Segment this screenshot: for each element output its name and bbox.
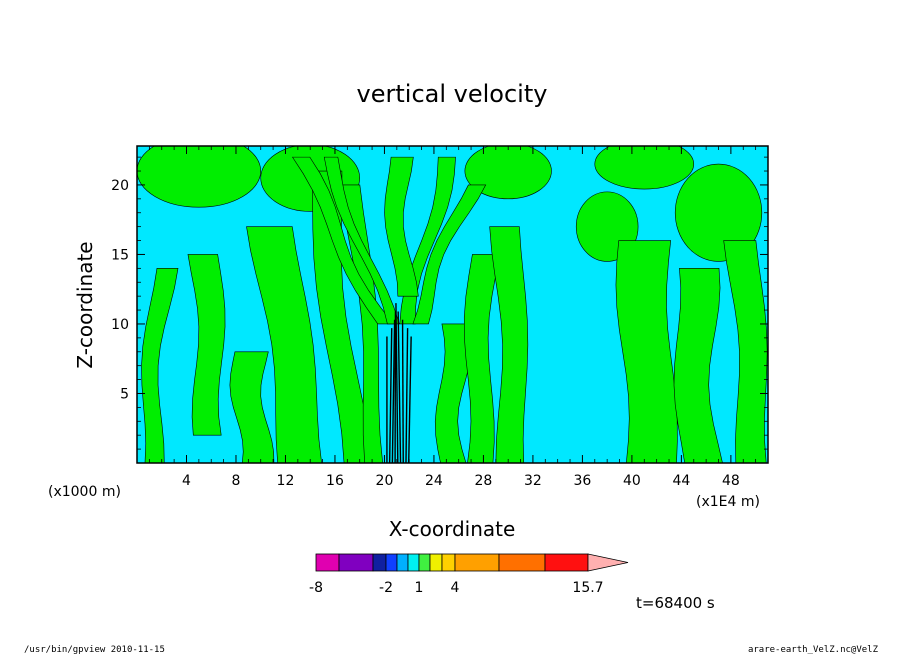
colorbar-segment [385, 553, 398, 572]
updraft-band [323, 156, 400, 325]
updraft-band [229, 351, 275, 463]
core-contour-line [408, 336, 412, 463]
colorbar-ticks: -8 -2 1 4 15.7 [309, 580, 604, 596]
core-contour-line [391, 319, 396, 463]
updraft-region [594, 146, 695, 190]
colorbar-tick-label: -8 [309, 580, 323, 596]
updraft-band [412, 184, 487, 325]
x-tick-label: 20 [376, 473, 394, 489]
colorbar-tick-label: 15.7 [572, 580, 603, 596]
colorbar-segment [441, 553, 456, 572]
x-tick-label: 36 [573, 473, 591, 489]
footer-right: arare-earth_VelZ.nc@VelZ [748, 645, 879, 654]
colorbar-segment [315, 553, 340, 572]
core-contour-line [397, 311, 402, 463]
time-label: t=68400 s [636, 594, 715, 612]
y-axis-label: Z-coordinate [73, 241, 97, 368]
x-tick-label: 40 [623, 473, 641, 489]
colorbar-segment [407, 553, 420, 572]
updraft-band [489, 226, 529, 463]
x-tick-label: 12 [277, 473, 295, 489]
plot-frame [136, 145, 769, 464]
updraft-band [723, 240, 768, 463]
y-tick-label: 15 [111, 247, 129, 263]
x-axis-label: X-coordinate [389, 517, 516, 541]
y-tick-label: 5 [120, 386, 129, 402]
updraft-band [463, 254, 500, 463]
x-tick-label: 16 [326, 473, 344, 489]
updraft-band [187, 254, 226, 436]
x-tick-label: 28 [475, 473, 493, 489]
colorbar [315, 553, 629, 572]
updraft-band [615, 240, 678, 463]
chart-title: vertical velocity [357, 80, 548, 108]
colorbar-segment [544, 553, 589, 572]
x-unit-left: (x1000 m) [48, 484, 121, 500]
velocity-field [137, 146, 768, 463]
colorbar-segment [338, 553, 374, 572]
core-contour-line [401, 319, 404, 463]
updraft-band [141, 268, 179, 463]
y-tick-label: 20 [111, 178, 129, 194]
x-tick-label: 4 [182, 473, 191, 489]
colorbar-segment [396, 553, 409, 572]
colorbar-segment [418, 553, 431, 572]
footer-left: /usr/bin/gpview 2010-11-15 [24, 645, 165, 654]
updraft-region [137, 146, 262, 208]
core-contour-line [395, 303, 399, 463]
y-axis: 5 10 15 20 [111, 156, 768, 450]
colorbar-tick-label: 4 [451, 580, 460, 596]
x-tick-label: 48 [722, 473, 740, 489]
colorbar-segment [498, 553, 546, 572]
colorbar-segment [429, 553, 443, 572]
x-unit-right: (x1E4 m) [696, 494, 760, 510]
core-contour-line [388, 328, 393, 463]
y-tick-label: 10 [111, 317, 129, 333]
updraft-region [464, 146, 552, 200]
updraft-band [673, 268, 723, 463]
updraft-band [384, 156, 419, 297]
colorbar-extend-arrow [587, 553, 629, 572]
x-axis: 4 8 12 16 20 24 28 32 36 40 44 48 [148, 146, 757, 489]
updraft-band [246, 226, 322, 463]
x-tick-label: 44 [672, 473, 690, 489]
x-tick-label: 32 [524, 473, 542, 489]
colorbar-segment [372, 553, 387, 572]
colorbar-segment [454, 553, 500, 572]
x-tick-label: 24 [425, 473, 443, 489]
core-contour-line [405, 328, 409, 463]
plot-area [136, 145, 769, 464]
updraft-region [674, 163, 763, 262]
colorbar-tick-label: 1 [415, 580, 424, 596]
x-tick-label: 8 [232, 473, 241, 489]
colorbar-tick-label: -2 [379, 580, 393, 596]
